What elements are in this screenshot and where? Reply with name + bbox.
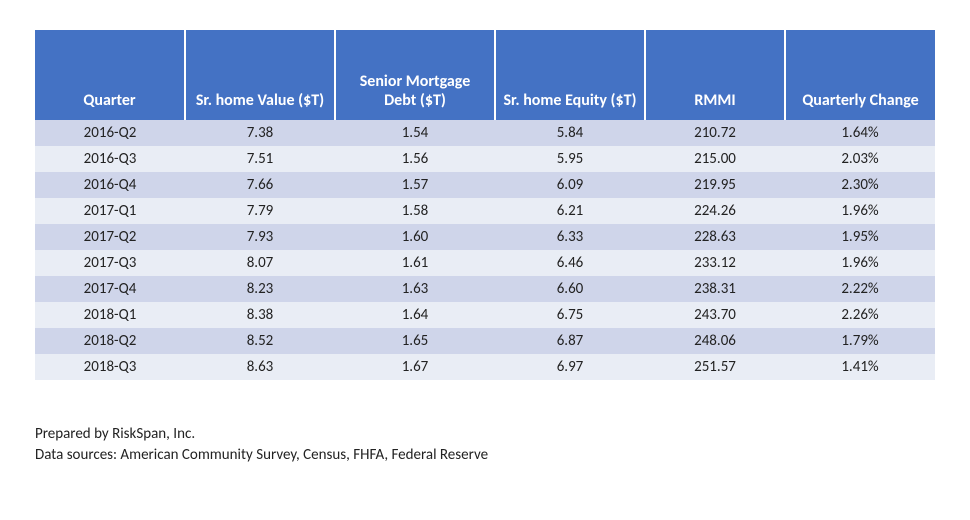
- table-row: 2017-Q27.931.606.33228.631.95%: [35, 224, 935, 250]
- table-cell: 1.56: [335, 146, 495, 172]
- table-row: 2016-Q37.511.565.95215.002.03%: [35, 146, 935, 172]
- table-cell: 1.54: [335, 120, 495, 146]
- table-cell: 2016-Q2: [35, 120, 185, 146]
- table-cell: 6.60: [495, 276, 645, 302]
- table-cell: 8.38: [185, 302, 335, 328]
- table-cell: 1.96%: [785, 250, 935, 276]
- table-cell: 1.63: [335, 276, 495, 302]
- table-cell: 1.96%: [785, 198, 935, 224]
- table-row: 2018-Q18.381.646.75243.702.26%: [35, 302, 935, 328]
- table-cell: 1.60: [335, 224, 495, 250]
- table-cell: 6.33: [495, 224, 645, 250]
- table-cell: 1.79%: [785, 328, 935, 354]
- header-home-value: Sr. home Value ($T): [185, 30, 335, 120]
- data-table: Quarter Sr. home Value ($T) Senior Mortg…: [35, 30, 935, 380]
- table-row: 2017-Q48.231.636.60238.312.22%: [35, 276, 935, 302]
- table-row: 2016-Q47.661.576.09219.952.30%: [35, 172, 935, 198]
- table-cell: 238.31: [645, 276, 785, 302]
- table-cell: 2.22%: [785, 276, 935, 302]
- table-cell: 219.95: [645, 172, 785, 198]
- table-cell: 224.26: [645, 198, 785, 224]
- table-cell: 2016-Q3: [35, 146, 185, 172]
- table-cell: 2018-Q3: [35, 354, 185, 380]
- table-row: 2017-Q17.791.586.21224.261.96%: [35, 198, 935, 224]
- table-cell: 7.38: [185, 120, 335, 146]
- header-quarterly-change: Quarterly Change: [785, 30, 935, 120]
- table-row: 2017-Q38.071.616.46233.121.96%: [35, 250, 935, 276]
- table-cell: 2018-Q1: [35, 302, 185, 328]
- table-cell: 233.12: [645, 250, 785, 276]
- header-quarter: Quarter: [35, 30, 185, 120]
- header-row: Quarter Sr. home Value ($T) Senior Mortg…: [35, 30, 935, 120]
- table-cell: 2017-Q2: [35, 224, 185, 250]
- table-cell: 210.72: [645, 120, 785, 146]
- table-cell: 7.93: [185, 224, 335, 250]
- footer-line-sources: Data sources: American Community Survey,…: [35, 445, 935, 466]
- table-cell: 1.95%: [785, 224, 935, 250]
- table-row: 2018-Q28.521.656.87248.061.79%: [35, 328, 935, 354]
- table-cell: 7.51: [185, 146, 335, 172]
- table-cell: 6.46: [495, 250, 645, 276]
- table-cell: 248.06: [645, 328, 785, 354]
- table-cell: 1.57: [335, 172, 495, 198]
- table-cell: 6.75: [495, 302, 645, 328]
- table-cell: 1.61: [335, 250, 495, 276]
- table-cell: 1.58: [335, 198, 495, 224]
- table-cell: 8.23: [185, 276, 335, 302]
- header-rmmi: RMMI: [645, 30, 785, 120]
- table-cell: 6.09: [495, 172, 645, 198]
- table-cell: 8.63: [185, 354, 335, 380]
- table-cell: 6.97: [495, 354, 645, 380]
- table-cell: 1.41%: [785, 354, 935, 380]
- header-mortgage-debt: Senior Mortgage Debt ($T): [335, 30, 495, 120]
- table-cell: 2016-Q4: [35, 172, 185, 198]
- table-cell: 2017-Q1: [35, 198, 185, 224]
- footer: Prepared by RiskSpan, Inc. Data sources:…: [35, 424, 935, 466]
- table-cell: 2017-Q3: [35, 250, 185, 276]
- table-cell: 228.63: [645, 224, 785, 250]
- table-cell: 7.66: [185, 172, 335, 198]
- table-cell: 2.26%: [785, 302, 935, 328]
- footer-line-prepared: Prepared by RiskSpan, Inc.: [35, 424, 935, 445]
- table-cell: 215.00: [645, 146, 785, 172]
- table-cell: 6.21: [495, 198, 645, 224]
- table-cell: 2017-Q4: [35, 276, 185, 302]
- table-cell: 8.07: [185, 250, 335, 276]
- table-row: 2016-Q27.381.545.84210.721.64%: [35, 120, 935, 146]
- table-cell: 1.64: [335, 302, 495, 328]
- table-cell: 6.87: [495, 328, 645, 354]
- table-cell: 5.95: [495, 146, 645, 172]
- table-cell: 8.52: [185, 328, 335, 354]
- table-cell: 1.67: [335, 354, 495, 380]
- table-cell: 251.57: [645, 354, 785, 380]
- table-cell: 1.65: [335, 328, 495, 354]
- table-cell: 1.64%: [785, 120, 935, 146]
- table-body: 2016-Q27.381.545.84210.721.64%2016-Q37.5…: [35, 120, 935, 380]
- table-row: 2018-Q38.631.676.97251.571.41%: [35, 354, 935, 380]
- table-cell: 243.70: [645, 302, 785, 328]
- table-cell: 2018-Q2: [35, 328, 185, 354]
- table-cell: 2.03%: [785, 146, 935, 172]
- table-cell: 7.79: [185, 198, 335, 224]
- header-home-equity: Sr. home Equity ($T): [495, 30, 645, 120]
- table-cell: 5.84: [495, 120, 645, 146]
- table-cell: 2.30%: [785, 172, 935, 198]
